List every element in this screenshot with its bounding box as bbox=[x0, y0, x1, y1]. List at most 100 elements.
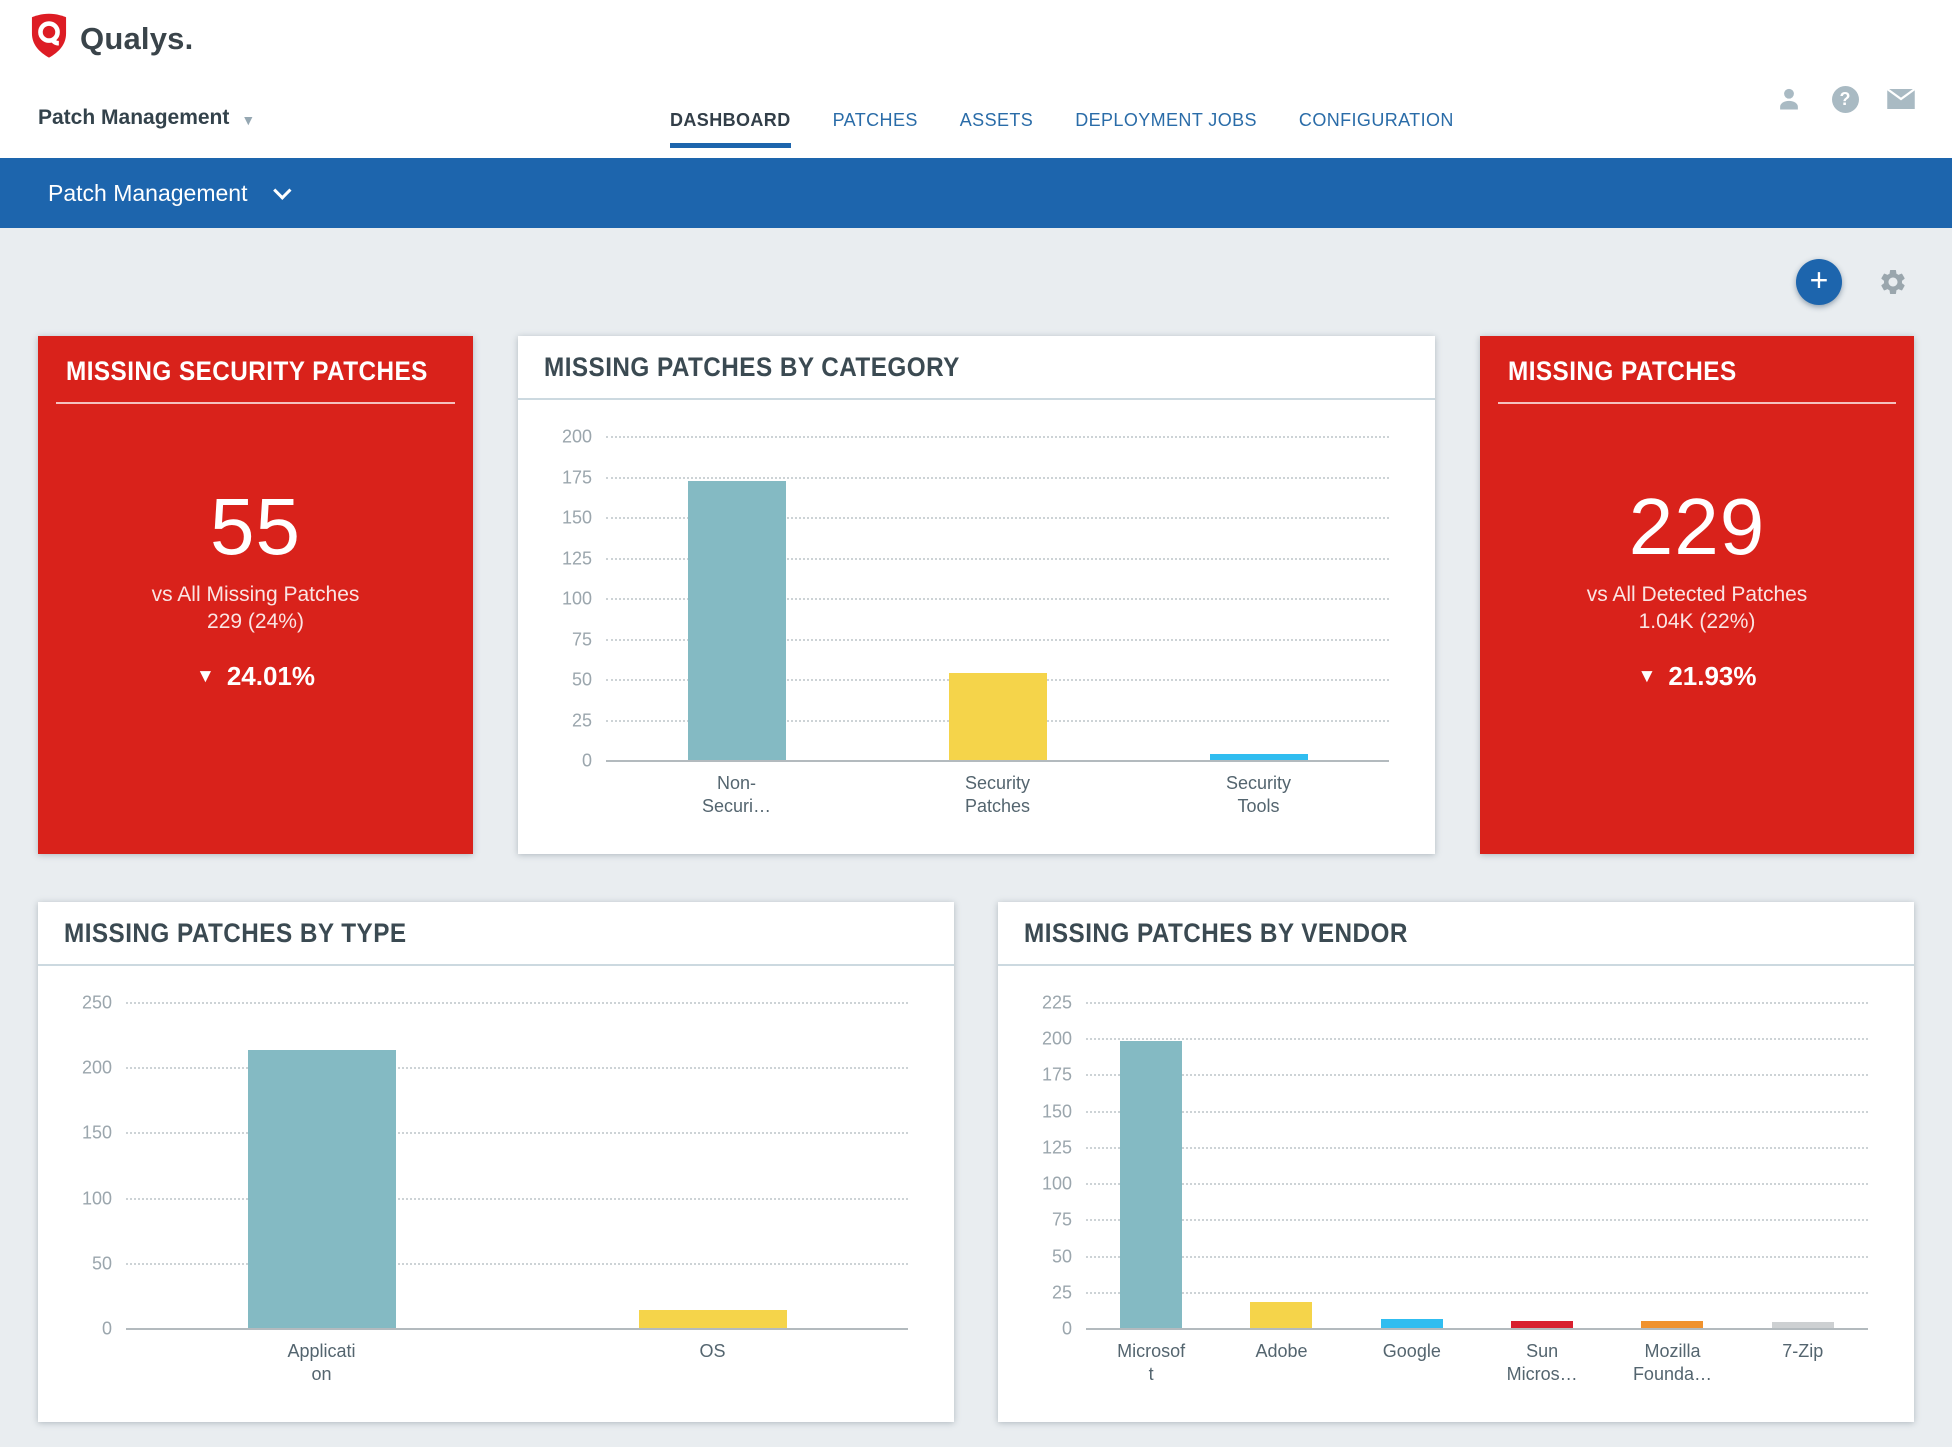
tab-assets[interactable]: ASSETS bbox=[959, 110, 1034, 130]
gridline: 25 bbox=[1052, 1282, 1868, 1302]
bars-layer bbox=[126, 1002, 908, 1328]
gridline: 200 bbox=[1042, 1029, 1868, 1049]
header-icons: ? bbox=[1774, 84, 1916, 114]
bar-google[interactable] bbox=[1380, 1319, 1443, 1328]
missing-patches-by-type-card: MISSING PATCHES BY TYPE 250 200 150 100 50 0 A… bbox=[38, 902, 954, 1422]
bar-adobe[interactable] bbox=[1250, 1301, 1313, 1328]
gridline: 50 bbox=[92, 1253, 908, 1273]
user-icon[interactable] bbox=[1774, 84, 1804, 114]
bars-layer bbox=[606, 436, 1389, 760]
gridline: 125 bbox=[562, 548, 1389, 568]
qualys-logo[interactable]: Qualys. bbox=[28, 12, 193, 65]
y-tick-label: 50 bbox=[571, 669, 592, 690]
app-switcher-label: Patch Management bbox=[38, 106, 230, 129]
x-tick-label: Security Patches bbox=[964, 773, 1031, 817]
plot-area: 250 200 150 100 50 0 bbox=[82, 993, 908, 1339]
tab-configuration[interactable]: CONFIGURATION bbox=[1298, 110, 1454, 130]
brand-name: Qualys. bbox=[80, 20, 194, 56]
bars-layer bbox=[1086, 1002, 1868, 1328]
bar-applicati-on[interactable] bbox=[247, 1050, 396, 1328]
gear-icon[interactable] bbox=[1878, 267, 1908, 297]
gridline: 150 bbox=[562, 508, 1389, 528]
add-widget-button[interactable]: + bbox=[1796, 259, 1842, 305]
y-tick-label: 150 bbox=[81, 1122, 112, 1143]
x-tick-label: OS bbox=[699, 1341, 726, 1361]
x-axis-line: 0 bbox=[102, 1319, 908, 1339]
y-tick-label: 200 bbox=[81, 1057, 112, 1078]
x-axis-labels: Non- Securi… Security Patches Security Too… bbox=[606, 760, 1389, 838]
trend-down-icon: ▼ bbox=[1637, 666, 1657, 688]
bar-non--securi…[interactable] bbox=[687, 481, 786, 760]
gridline: 250 bbox=[82, 993, 908, 1013]
bar-security-patches[interactable] bbox=[948, 672, 1047, 760]
bar-column bbox=[1216, 1002, 1346, 1328]
bar-column bbox=[517, 1002, 908, 1328]
dashboard-selector-label: Patch Management bbox=[48, 179, 248, 206]
app-switcher[interactable]: Patch Management ▼ bbox=[38, 106, 255, 130]
tab-patches[interactable]: PATCHES bbox=[832, 110, 918, 130]
y-tick-label: 0 bbox=[581, 750, 592, 771]
x-tick-label: Google bbox=[1382, 1341, 1441, 1361]
help-icon[interactable]: ? bbox=[1830, 84, 1860, 114]
y-tick-label: 50 bbox=[91, 1253, 112, 1274]
y-tick-label: 125 bbox=[561, 548, 592, 568]
help-glyph: ? bbox=[1831, 85, 1859, 113]
card-title: MISSING SECURITY PATCHES bbox=[66, 356, 428, 386]
bar-column bbox=[126, 1002, 517, 1328]
bar-os[interactable] bbox=[638, 1309, 787, 1328]
x-tick-label: Adobe bbox=[1255, 1341, 1308, 1361]
dashboard-selector-bar[interactable]: Patch Management bbox=[0, 158, 1952, 228]
bar-column bbox=[1347, 1002, 1477, 1328]
x-tick-label: Security Tools bbox=[1225, 773, 1292, 817]
gridline: 150 bbox=[82, 1123, 908, 1143]
y-tick-label: 225 bbox=[1041, 992, 1072, 1013]
chart-title: MISSING PATCHES BY CATEGORY bbox=[544, 351, 960, 382]
y-tick-label: 200 bbox=[561, 426, 592, 447]
metric-value: 55 bbox=[210, 481, 301, 571]
x-tick-label: 7-Zip bbox=[1782, 1341, 1824, 1361]
missing-patches-by-vendor-card: MISSING PATCHES BY VENDOR 225 200 175 150 12… bbox=[998, 902, 1914, 1422]
bar-mozilla-founda…[interactable] bbox=[1641, 1320, 1704, 1328]
y-tick-label: 175 bbox=[561, 467, 592, 487]
bar-column bbox=[867, 436, 1128, 760]
gridline: 100 bbox=[82, 1188, 908, 1208]
gridline: 175 bbox=[562, 467, 1389, 487]
dashboard-content: MISSING SECURITY PATCHES 55 vs All Missi… bbox=[0, 336, 1952, 1422]
bar-security-tools[interactable] bbox=[1209, 753, 1308, 760]
compare-value: 1.04K (22%) bbox=[1638, 610, 1756, 633]
tab-deployment-jobs[interactable]: DEPLOYMENT JOBS bbox=[1075, 110, 1257, 130]
y-tick-label: 0 bbox=[1061, 1318, 1072, 1339]
trend-value: 21.93% bbox=[1668, 661, 1757, 692]
y-tick-label: 75 bbox=[571, 629, 592, 649]
gridline: 75 bbox=[1052, 1210, 1868, 1230]
missing-patches-by-category-card: MISSING PATCHES BY CATEGORY 200 175 150 125… bbox=[518, 336, 1435, 854]
metric-value: 229 bbox=[1628, 481, 1766, 571]
y-tick-label: 250 bbox=[81, 992, 112, 1013]
bar-column bbox=[1128, 436, 1389, 760]
y-tick-label: 0 bbox=[101, 1318, 112, 1339]
x-tick-label: Sun Micros… bbox=[1506, 1341, 1578, 1385]
x-tick-label: Mozilla Founda… bbox=[1632, 1341, 1712, 1385]
tab-dashboard[interactable]: DASHBOARD bbox=[670, 110, 791, 148]
bar-column bbox=[1607, 1002, 1737, 1328]
bar-7-zip[interactable] bbox=[1771, 1322, 1834, 1328]
x-axis-line: 0 bbox=[582, 751, 1389, 771]
gridline: 150 bbox=[1042, 1101, 1868, 1121]
y-tick-label: 125 bbox=[1041, 1137, 1072, 1158]
bar-chart-category: 200 175 150 125 100 75 50 25 0 Non- Securi… Securi… bbox=[518, 400, 1435, 854]
caret-down-icon: ▼ bbox=[241, 111, 256, 128]
plot-area: 200 175 150 125 100 75 50 25 0 bbox=[562, 427, 1389, 771]
bar-sun-micros…[interactable] bbox=[1511, 1320, 1574, 1328]
qualys-shield-icon bbox=[28, 12, 70, 65]
trend-down-icon: ▼ bbox=[196, 666, 215, 688]
y-tick-label: 175 bbox=[1041, 1064, 1072, 1085]
x-tick-label: Non- Securi… bbox=[701, 773, 772, 817]
y-tick-label: 100 bbox=[81, 1188, 112, 1209]
y-tick-label: 75 bbox=[1051, 1209, 1072, 1230]
gridline: 175 bbox=[1042, 1065, 1868, 1085]
bar-microsof-t[interactable] bbox=[1120, 1041, 1183, 1328]
missing-patches-card: MISSING PATCHES 229 vs All Detected Patc… bbox=[1480, 336, 1914, 854]
mail-icon[interactable] bbox=[1886, 84, 1916, 114]
y-tick-label: 200 bbox=[1041, 1028, 1072, 1049]
bar-column bbox=[1086, 1002, 1216, 1328]
